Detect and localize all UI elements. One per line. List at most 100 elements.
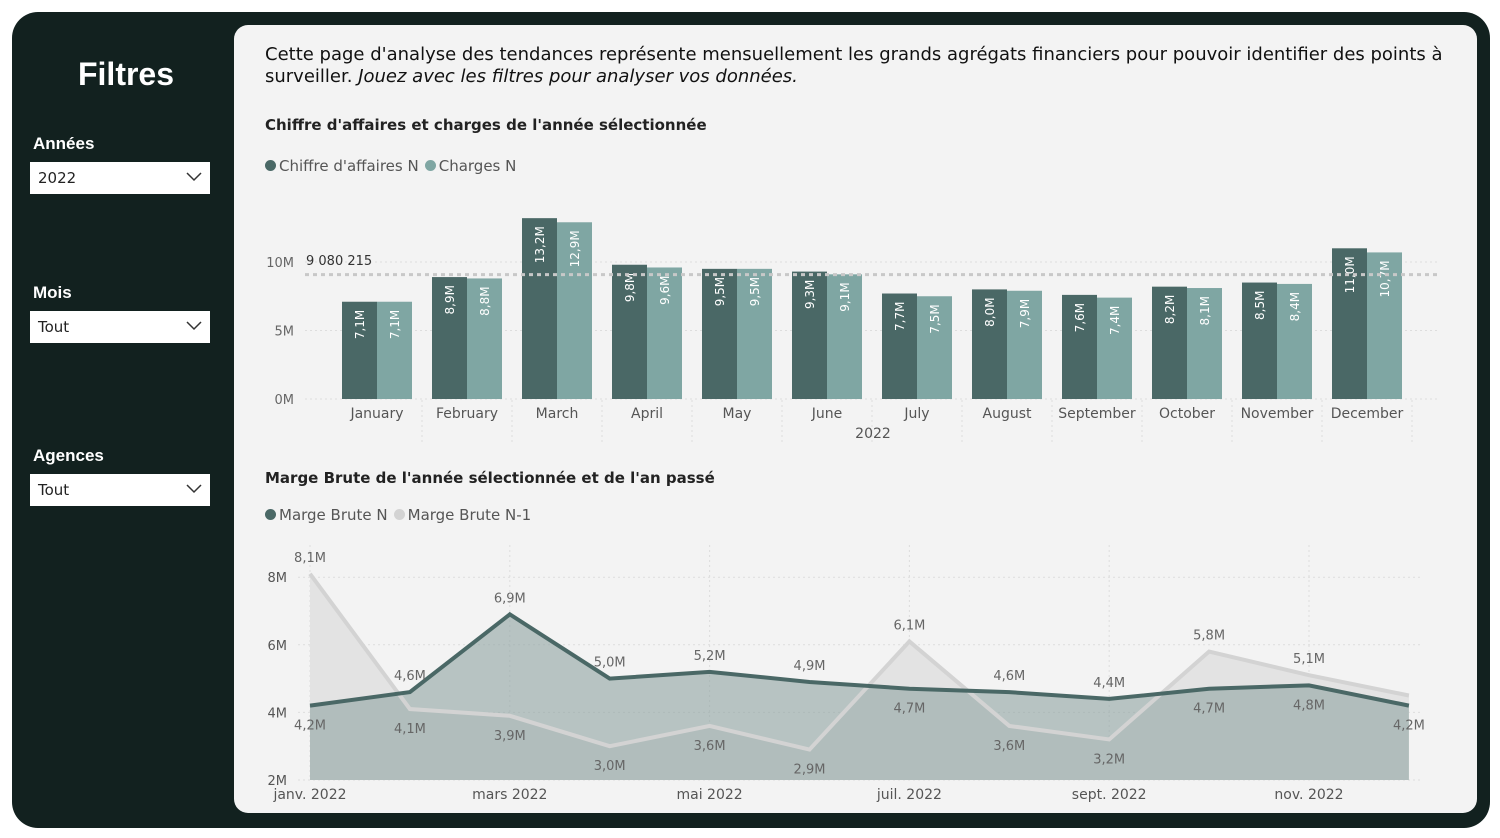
bar: [1277, 283, 1312, 399]
y-tick-label: 2M: [268, 774, 288, 789]
bar-data-label: 8,9M: [443, 285, 457, 314]
x-tick-label: nov. 2022: [1274, 787, 1343, 803]
month-value: Tout: [38, 318, 70, 336]
legend-item-mb-n1[interactable]: Marge Brute N-1: [393, 506, 531, 524]
legend-item-mb-n[interactable]: Marge Brute N: [265, 506, 388, 524]
bar: [377, 301, 412, 399]
area-data-label: 4,7M: [1193, 702, 1225, 717]
bar-data-label: 9,1M: [838, 282, 852, 311]
x-tick-label: sept. 2022: [1072, 787, 1147, 803]
legend-item-charges[interactable]: Charges N: [424, 157, 517, 175]
bar-legend: Chiffre d'affaires N Charges N: [265, 157, 516, 175]
average-line-label: 9 080 215: [306, 254, 372, 269]
x-tick-label: June: [811, 406, 843, 422]
x-tick-label: janv. 2022: [272, 787, 346, 803]
bar: [882, 293, 917, 399]
bar-data-label: 7,7M: [893, 302, 907, 331]
bar: [1007, 290, 1042, 399]
area-data-label: 5,1M: [1293, 652, 1325, 667]
area-data-label: 4,2M: [294, 719, 326, 734]
bar-data-label: 7,4M: [1108, 306, 1122, 335]
bar-data-label: 12,9M: [568, 230, 582, 267]
agencies-label: Agences: [33, 446, 104, 465]
area-data-label: 4,6M: [993, 669, 1025, 684]
bar-data-label: 11,0M: [1343, 256, 1357, 293]
chevron-down-icon: [186, 484, 202, 494]
legend-item-ca[interactable]: Chiffre d'affaires N: [265, 157, 419, 175]
bar-data-label: 13,2M: [533, 226, 547, 263]
x-tick-label: November: [1241, 406, 1314, 422]
area-data-label: 5,2M: [694, 649, 726, 664]
intro-italic: Jouez avec les filtres pour analyser vos…: [358, 66, 798, 87]
y-tick-label: 10M: [266, 256, 294, 271]
legend-label: Chiffre d'affaires N: [279, 157, 419, 175]
bar: [432, 277, 467, 399]
area-data-label: 4,1M: [394, 722, 426, 737]
line-mb-n1: [308, 572, 1410, 752]
bar-chart-title: Chiffre d'affaires et charges de l'année…: [265, 116, 707, 134]
intro-text: Cette page d'analyse des tendances repré…: [265, 44, 1445, 88]
y-tick-label: 8M: [268, 571, 288, 586]
bar: [557, 222, 592, 399]
y-tick-label: 6M: [268, 639, 288, 654]
bar: [467, 278, 502, 399]
bar: [972, 289, 1007, 399]
x-tick-label: August: [983, 406, 1033, 422]
bar: [647, 267, 682, 399]
bar: [827, 274, 862, 399]
bar: [342, 301, 377, 399]
bar-data-label: 8,0M: [983, 297, 997, 326]
area-data-label: 4,7M: [893, 702, 925, 717]
area-data-label: 8,1M: [294, 551, 326, 566]
x-tick-label: January: [349, 406, 403, 422]
area-data-label: 2,9M: [794, 763, 826, 778]
bar-chart: 0M 5M 10M 7,1M 7,1M January 8,9M 8,8M February 13…: [266, 218, 1440, 445]
bar: [702, 268, 737, 399]
legend-label: Charges N: [438, 157, 517, 175]
x-tick-label: December: [1331, 406, 1404, 422]
legend-label: Marge Brute N: [279, 506, 388, 524]
x-tick-label: juil. 2022: [876, 787, 942, 803]
bar: [1242, 282, 1277, 399]
bar-data-label: 7,5M: [928, 304, 942, 333]
bar-data-label: 9,5M: [713, 277, 727, 306]
area-legend: Marge Brute N Marge Brute N-1: [265, 506, 531, 524]
y-tick-label: 5M: [275, 325, 295, 340]
bar-data-label: 8,5M: [1253, 291, 1267, 320]
bar: [917, 296, 952, 399]
years-label: Années: [33, 134, 95, 153]
x-tick-label: March: [536, 406, 579, 422]
bar: [1367, 252, 1402, 399]
area-data-label: 3,6M: [694, 739, 726, 754]
month-dropdown[interactable]: Tout: [30, 311, 210, 343]
area-data-label: 5,8M: [1193, 629, 1225, 644]
bar-data-label: 9,8M: [623, 273, 637, 302]
x-tick-label: October: [1159, 406, 1215, 422]
area-data-label: 6,1M: [893, 618, 925, 633]
bar-data-label: 10,7M: [1378, 260, 1392, 297]
chevron-down-icon: [186, 321, 202, 331]
bar-data-label: 8,4M: [1288, 292, 1302, 321]
bar: [1187, 288, 1222, 399]
area-data-label: 6,9M: [494, 591, 526, 606]
bar-data-label: 7,1M: [388, 310, 402, 339]
area-data-label: 3,9M: [494, 729, 526, 744]
x-tick-label: mars 2022: [472, 787, 547, 803]
agencies-dropdown[interactable]: Tout: [30, 474, 210, 506]
x-tick-label: April: [631, 406, 663, 422]
x-tick-label: May: [723, 406, 752, 422]
bar-data-label: 8,2M: [1163, 295, 1177, 324]
y-tick-label: 4M: [268, 706, 288, 721]
bar: [1152, 286, 1187, 399]
area-data-label: 4,8M: [1293, 698, 1325, 713]
filters-title: Filtres: [77, 56, 175, 92]
area-data-label: 5,0M: [594, 656, 626, 671]
years-dropdown[interactable]: 2022: [30, 162, 210, 194]
bar-data-label: 9,5M: [748, 277, 762, 306]
intro-main: Cette page d'analyse des tendances repré…: [265, 44, 1443, 87]
bar-data-label: 9,3M: [803, 280, 817, 309]
bar-data-label: 9,6M: [658, 275, 672, 304]
x-axis-label: 2022: [855, 426, 891, 442]
bar-data-label: 7,6M: [1073, 303, 1087, 332]
